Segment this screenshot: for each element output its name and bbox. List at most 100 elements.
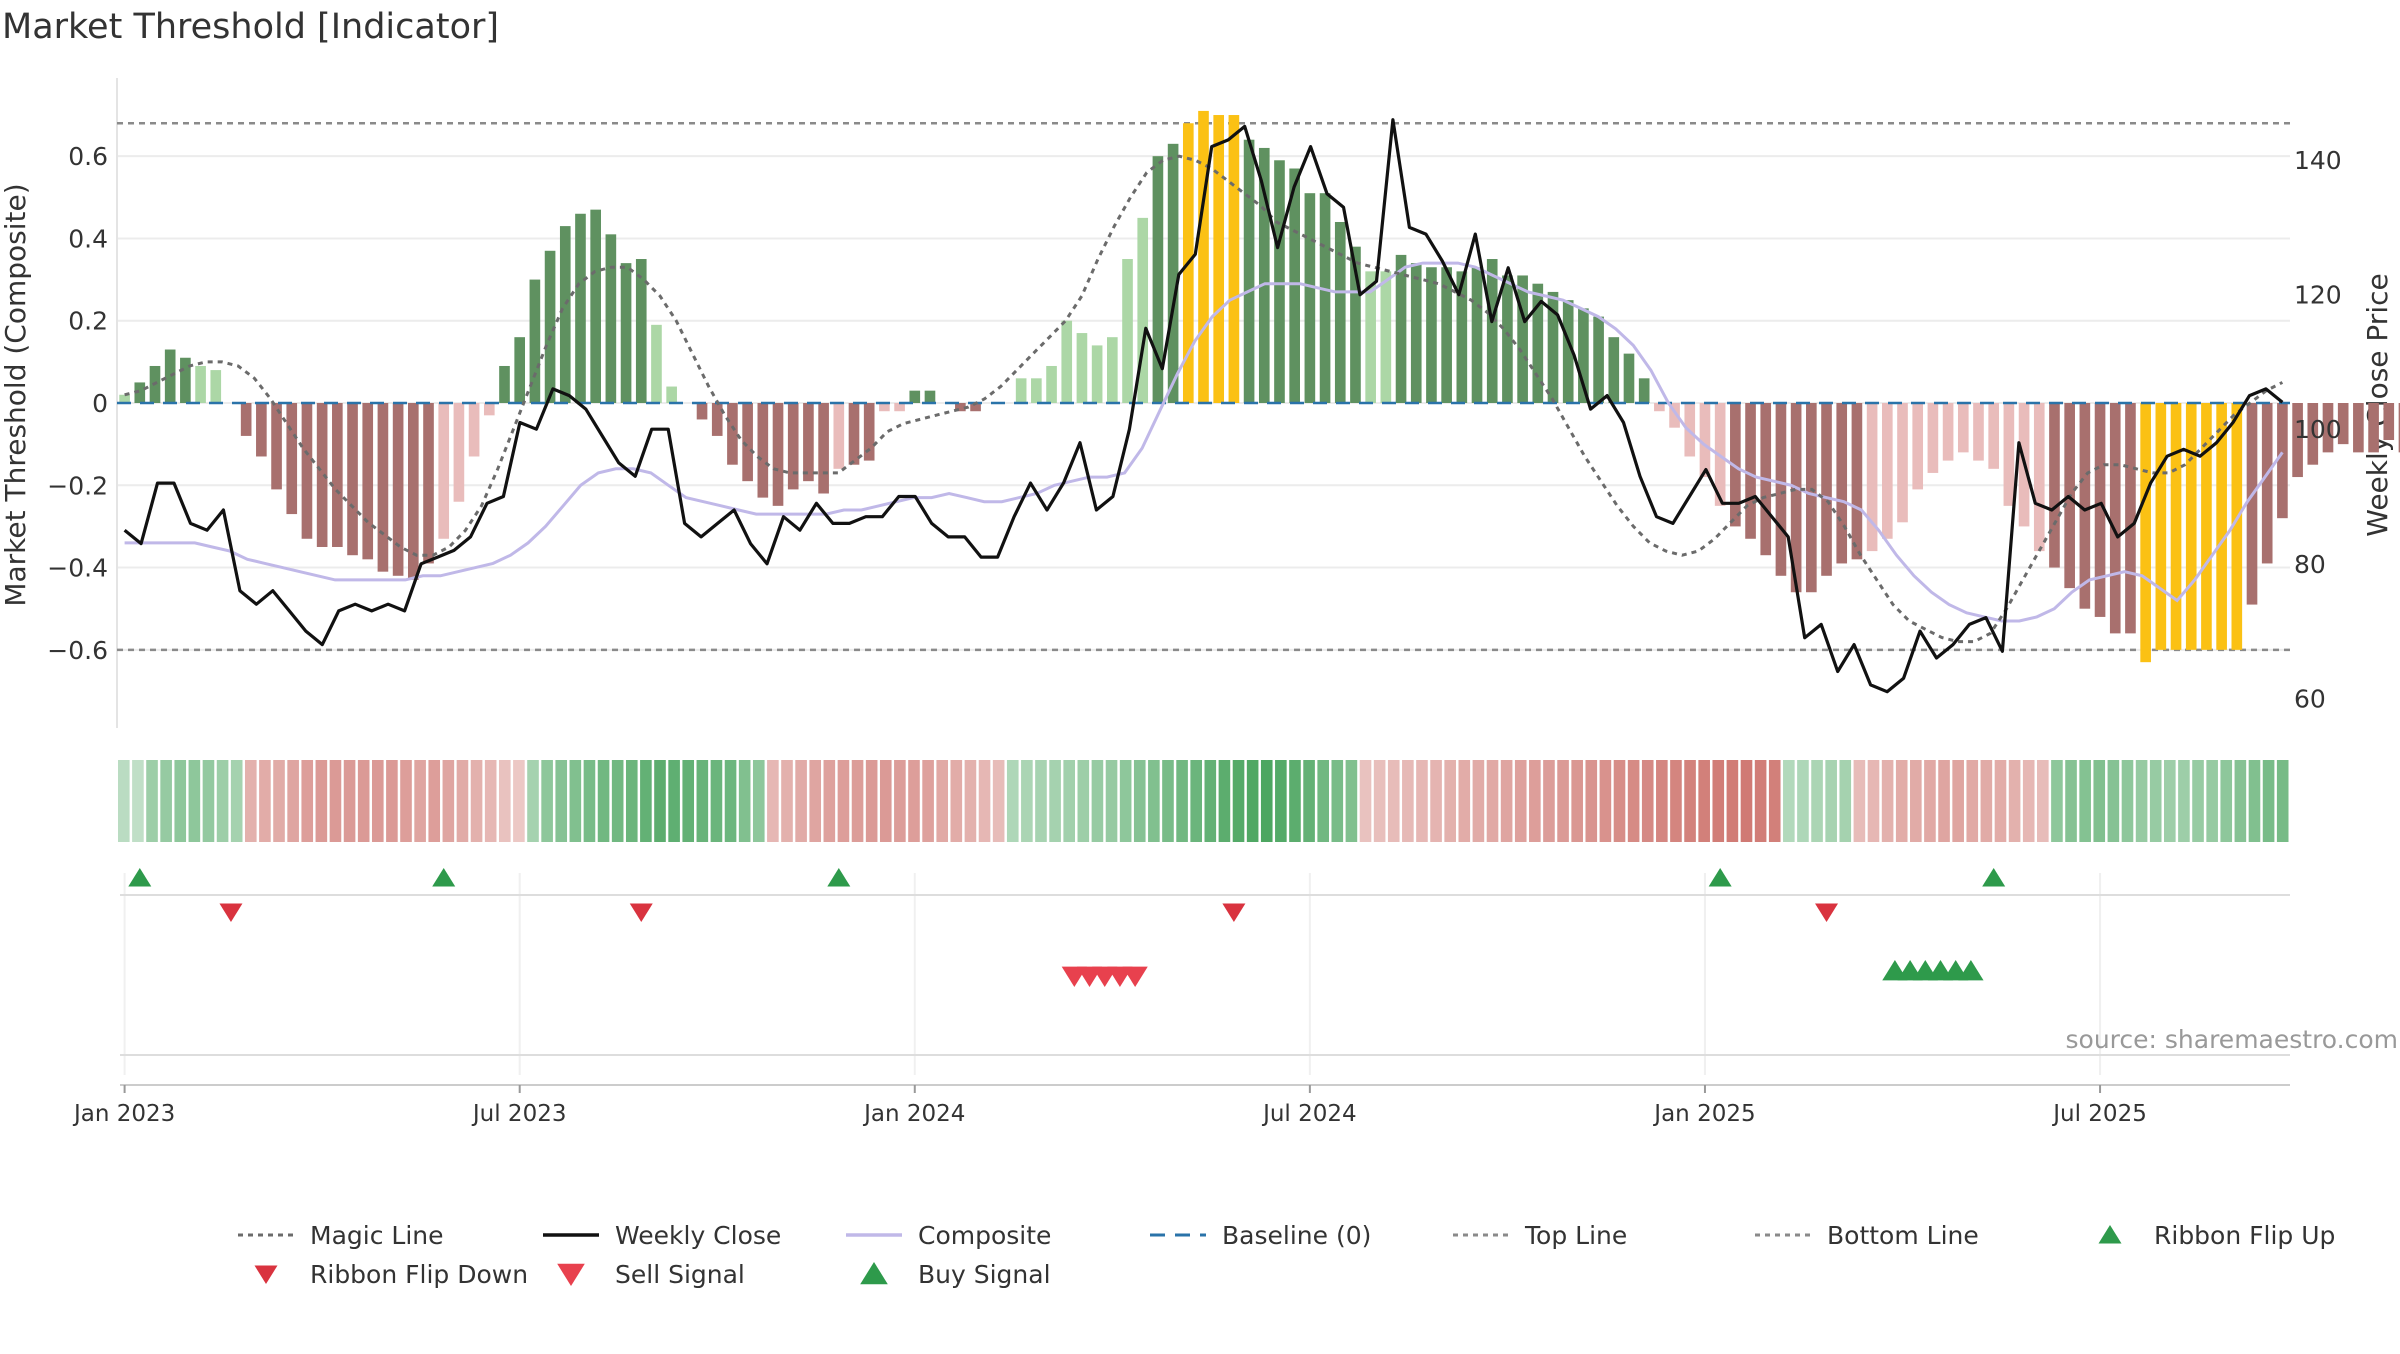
composite-bar bbox=[727, 403, 738, 465]
composite-bar bbox=[863, 403, 875, 461]
ribbon-cell bbox=[1938, 760, 1950, 842]
ribbon-cell bbox=[1783, 760, 1795, 842]
composite-bar bbox=[2231, 403, 2243, 650]
ribbon-cell bbox=[132, 760, 144, 842]
ribbon-cell bbox=[1994, 760, 2007, 842]
ribbon-flip-up-marker bbox=[432, 868, 456, 887]
ribbon-cell bbox=[1881, 760, 1894, 842]
ribbon-cell bbox=[1162, 760, 1174, 842]
ribbon-cell bbox=[1500, 760, 1513, 842]
composite-bar bbox=[1046, 365, 1057, 403]
composite-bar bbox=[1137, 217, 1149, 403]
composite-bar bbox=[833, 403, 845, 469]
composite-bar bbox=[1866, 403, 1878, 552]
ribbon-cell bbox=[1303, 760, 1315, 842]
ribbon-flip-down-marker bbox=[1815, 903, 1839, 922]
composite-bar bbox=[195, 365, 206, 403]
ribbon-cell bbox=[160, 760, 172, 842]
ribbon-cell bbox=[428, 760, 441, 842]
composite-bar bbox=[271, 403, 282, 490]
ribbon-cell bbox=[738, 760, 751, 842]
composite-bar bbox=[514, 337, 526, 403]
composite-bar bbox=[180, 357, 191, 403]
ribbon-cell bbox=[950, 760, 963, 842]
x-tick-label: Jan 2025 bbox=[1652, 1101, 1755, 1127]
composite-bar bbox=[803, 403, 814, 482]
ribbon-cell bbox=[1035, 760, 1047, 842]
ribbon-cell bbox=[216, 760, 229, 842]
composite-bar bbox=[1669, 403, 1680, 428]
composite-bar bbox=[1532, 283, 1544, 403]
ribbon-cell bbox=[1275, 760, 1287, 842]
ribbon-cell bbox=[1627, 760, 1640, 842]
ribbon-flip-up-marker bbox=[128, 868, 152, 887]
x-tick-label: Jul 2023 bbox=[471, 1101, 567, 1127]
legend-label: Magic Line bbox=[310, 1221, 444, 1250]
ribbon-cell bbox=[1543, 760, 1555, 842]
composite-bar bbox=[1122, 259, 1133, 403]
composite-bar bbox=[635, 259, 647, 403]
ribbon-cell bbox=[1966, 760, 1979, 842]
ribbon-cell bbox=[188, 760, 201, 842]
ribbon-flip-down-marker bbox=[1222, 903, 1246, 922]
composite-bar bbox=[1486, 259, 1498, 403]
ribbon-cell bbox=[1387, 760, 1400, 842]
ribbon-cell bbox=[1585, 760, 1598, 842]
ribbon-cell bbox=[1529, 760, 1541, 842]
ribbon-cell bbox=[2220, 760, 2233, 842]
legend-swatch bbox=[2098, 1225, 2122, 1244]
composite-bar bbox=[620, 263, 632, 403]
ribbon-cell bbox=[1091, 760, 1104, 842]
ribbon-cell bbox=[654, 760, 666, 842]
ribbon-cell bbox=[1952, 760, 1964, 842]
composite-bar bbox=[1927, 403, 1939, 473]
x-tick-label: Jul 2025 bbox=[2051, 1101, 2147, 1127]
buy-signal-marker bbox=[1958, 960, 1984, 981]
composite-bar bbox=[2277, 403, 2288, 519]
composite-bar bbox=[1562, 300, 1574, 403]
ribbon-cell bbox=[1853, 760, 1866, 842]
ribbon-cell bbox=[569, 760, 582, 842]
legend-label: Buy Signal bbox=[918, 1260, 1051, 1289]
legend-label: Top Line bbox=[1524, 1221, 1627, 1250]
ribbon-cell bbox=[682, 760, 695, 842]
legend-swatch bbox=[557, 1263, 585, 1286]
composite-bar bbox=[453, 403, 465, 502]
composite-bar bbox=[1258, 147, 1270, 403]
composite-bar bbox=[544, 250, 556, 403]
composite-bar bbox=[2201, 403, 2212, 650]
composite-bar bbox=[2125, 403, 2136, 634]
composite-bar bbox=[1304, 193, 1316, 403]
source-text: source: sharemaestro.com bbox=[2066, 1025, 2399, 1054]
composite-bar bbox=[347, 403, 358, 556]
composite-bar bbox=[2094, 403, 2106, 617]
ribbon-cell bbox=[1514, 760, 1527, 842]
ribbon-cell bbox=[1148, 760, 1160, 842]
ribbon-cell bbox=[2262, 760, 2275, 842]
weekly-close-line bbox=[123, 118, 2284, 694]
ribbon-cell bbox=[2178, 760, 2190, 842]
composite-bar bbox=[2353, 403, 2364, 453]
ribbon-cell bbox=[1726, 760, 1739, 842]
y2-tick-label: 140 bbox=[2294, 146, 2342, 175]
legend-label: Bottom Line bbox=[1827, 1221, 1979, 1250]
composite-bar bbox=[559, 226, 571, 403]
composite-bars bbox=[119, 110, 2400, 663]
composite-bar bbox=[1851, 403, 1863, 560]
ribbon-cell bbox=[442, 760, 455, 842]
composite-bar bbox=[1061, 320, 1073, 403]
composite-bar bbox=[2216, 403, 2227, 650]
composite-bar bbox=[651, 324, 662, 403]
composite-bar bbox=[894, 403, 905, 412]
ribbon-cell bbox=[865, 760, 878, 842]
y2-tick-label: 80 bbox=[2294, 550, 2326, 579]
composite-bar bbox=[210, 370, 222, 403]
composite-bar bbox=[1395, 254, 1407, 403]
composite-bar bbox=[2049, 403, 2060, 568]
composite-bar bbox=[2368, 403, 2379, 453]
ribbon-cell bbox=[414, 760, 426, 842]
ribbon-cell bbox=[456, 760, 469, 842]
ribbon-cell bbox=[1684, 760, 1696, 842]
ribbon-cell bbox=[809, 760, 822, 842]
ribbon-cell bbox=[259, 760, 271, 842]
